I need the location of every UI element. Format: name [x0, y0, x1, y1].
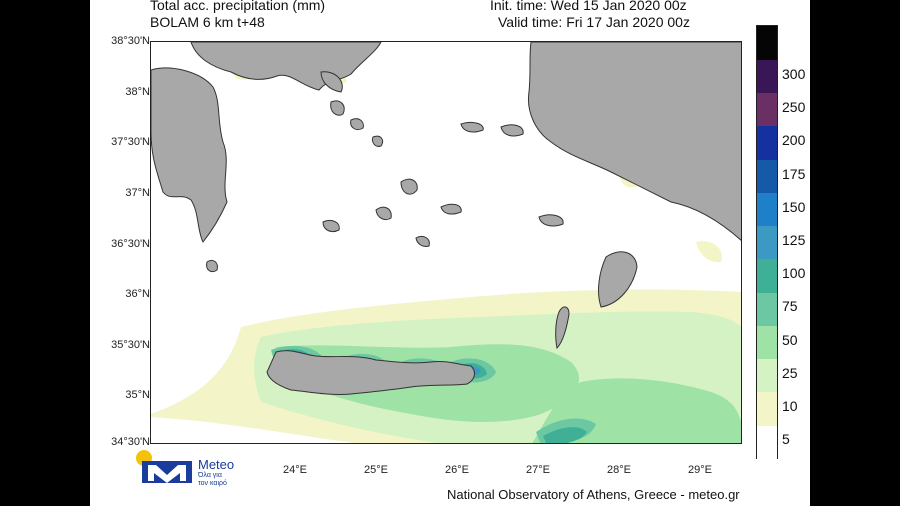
- land-amorgos: [440, 203, 462, 215]
- land-evia: [320, 71, 343, 93]
- land-karpathos: [555, 306, 570, 350]
- logo-tagline: Όλα για τον καιρό: [198, 472, 227, 488]
- map-canvas: [151, 42, 741, 443]
- colorbar-swatch: [757, 192, 777, 227]
- colorbar-swatch: [757, 59, 777, 94]
- colorbar-label: 150: [782, 198, 806, 215]
- colorbar-swatch: [757, 291, 777, 326]
- meteo-logo-icon: [136, 450, 192, 483]
- lon-label: 24°E: [283, 464, 307, 476]
- land-peloponnese: [151, 67, 228, 243]
- lon-label: 25°E: [364, 464, 388, 476]
- lat-label: 36°N: [125, 288, 150, 300]
- colorbar-swatch: [757, 325, 777, 360]
- colorbar-swatch: [757, 391, 777, 426]
- colorbar-swatch: [757, 358, 777, 393]
- lat-label: 38°30'N: [111, 35, 150, 47]
- colorbar-label: 100: [782, 265, 806, 282]
- map-figure: Total acc. precipitation (mm) BOLAM 6 km…: [90, 0, 810, 506]
- lat-label: 38°N: [125, 86, 150, 98]
- colorbar-swatch: [757, 125, 777, 160]
- colorbar-swatch: [757, 92, 777, 127]
- chart-title: Total acc. precipitation (mm): [150, 0, 326, 13]
- land-rhodes: [598, 251, 638, 308]
- colorbar-label: 25: [782, 364, 798, 381]
- colorbar-swatch: [757, 225, 777, 260]
- land-masses: [151, 42, 741, 395]
- colorbar-label: 175: [782, 165, 806, 182]
- colorbar: [756, 25, 778, 459]
- logo-name: Meteo: [198, 457, 235, 472]
- valid-time: Valid time: Fri 17 Jan 2020 00z: [498, 14, 690, 30]
- colorbar-label: 250: [782, 99, 806, 116]
- precipitation-map: [150, 41, 742, 444]
- logo-tagline-2: τον καιρό: [198, 480, 227, 487]
- lon-label: 27°E: [526, 464, 550, 476]
- colorbar-label: 10: [782, 398, 798, 415]
- colorbar-swatch: [757, 26, 777, 60]
- colorbar-label: 50: [782, 331, 798, 348]
- colorbar-label: 125: [782, 232, 806, 248]
- land-kos: [538, 214, 564, 227]
- colorbar-swatch: [757, 258, 777, 293]
- land-santorini: [415, 235, 430, 247]
- lat-label: 36°30'N: [111, 238, 150, 250]
- lon-label: 26°E: [445, 464, 469, 476]
- land-kythira: [206, 259, 218, 273]
- lat-label: 37°N: [125, 187, 150, 199]
- colorbar-label: 300: [782, 65, 806, 82]
- model-label: BOLAM 6 km t+48: [150, 14, 265, 30]
- lat-label: 35°N: [125, 389, 150, 401]
- lon-label: 28°E: [607, 464, 631, 476]
- colorbar-label: 200: [782, 132, 806, 149]
- land-milos: [322, 219, 340, 233]
- colorbar-swatch: [757, 158, 777, 193]
- land-tinos: [350, 118, 364, 131]
- colorbar-swatch: [757, 424, 777, 459]
- lon-label: 29°E: [688, 464, 712, 476]
- land-mykonos: [372, 135, 384, 147]
- land-naxos: [400, 178, 418, 195]
- land-andros: [330, 100, 345, 116]
- land-ikaria: [460, 121, 484, 133]
- land-crete: [266, 350, 475, 395]
- land-samos: [500, 124, 524, 137]
- land-asia-minor: [527, 42, 741, 241]
- lat-label: 34°30'N: [111, 436, 150, 448]
- colorbar-label: 75: [782, 298, 798, 315]
- land-paros: [375, 206, 392, 221]
- logo-tagline-1: Όλα για: [198, 472, 222, 479]
- lat-label: 37°30'N: [111, 136, 150, 148]
- credit-text: National Observatory of Athens, Greece -…: [447, 487, 740, 502]
- init-time: Init. time: Wed 15 Jan 2020 00z: [490, 0, 687, 13]
- colorbar-label: 5: [782, 431, 790, 448]
- lat-label: 35°30'N: [111, 339, 150, 351]
